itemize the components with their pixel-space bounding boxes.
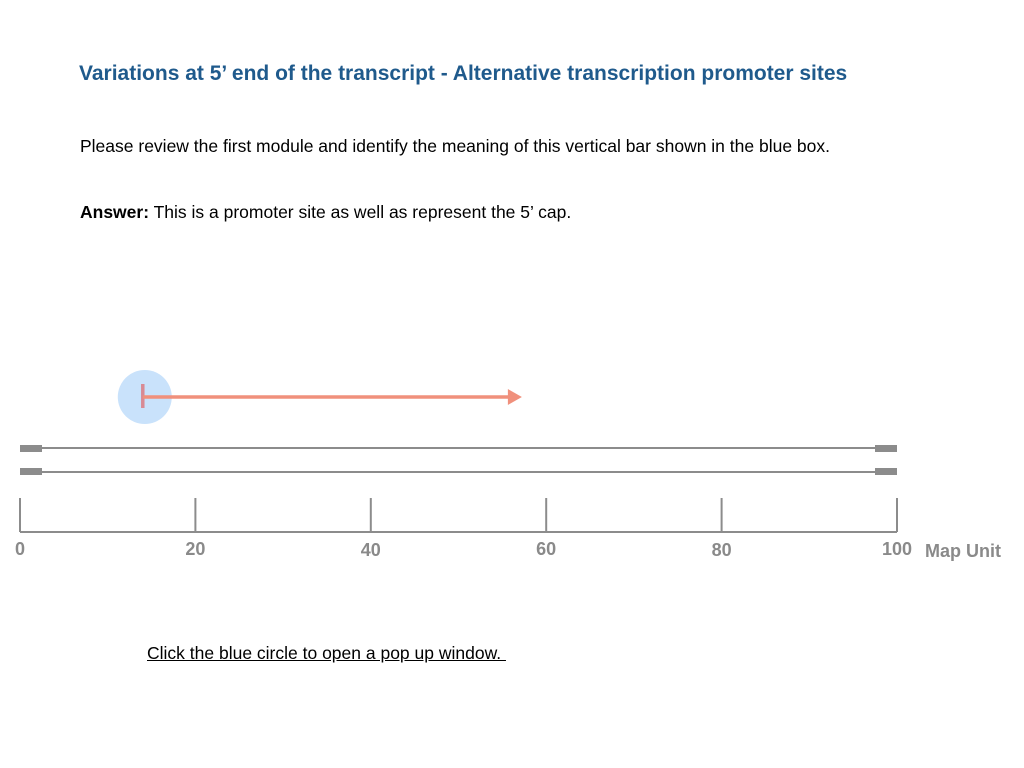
scale-tick-label: 100 — [882, 539, 912, 559]
scale-ticks — [19, 498, 898, 532]
strand-top-left-cap — [20, 445, 42, 452]
strand-bottom-right-cap — [875, 468, 897, 475]
scale-tick-label: 80 — [712, 540, 732, 560]
gene-map-diagram: 0 20 40 60 80 100 Map Unit — [15, 370, 1001, 561]
transcript-arrow-head — [507, 389, 522, 405]
scale-tick-label: 60 — [536, 539, 556, 559]
page-title: Variations at 5’ end of the transcript -… — [79, 62, 848, 85]
scale-unit-label: Map Unit — [925, 541, 1001, 561]
scale-tick-label: 40 — [361, 540, 381, 560]
answer-text: Answer: This is a promoter site as well … — [80, 198, 571, 226]
scale-tick-labels: 0 20 40 60 80 100 — [15, 539, 912, 560]
answer-label: Answer: — [80, 202, 150, 222]
strand-top-right-cap — [875, 445, 897, 452]
open-popup-instruction-link[interactable]: Click the blue circle to open a pop up w… — [147, 643, 506, 663]
answer-body: This is a promoter site as well as repre… — [149, 202, 572, 222]
question-text: Please review the first module and ident… — [80, 136, 830, 156]
strand-bottom-left-cap — [20, 468, 42, 475]
scale-tick-label: 0 — [15, 539, 25, 559]
scale-tick-label: 20 — [185, 539, 205, 559]
